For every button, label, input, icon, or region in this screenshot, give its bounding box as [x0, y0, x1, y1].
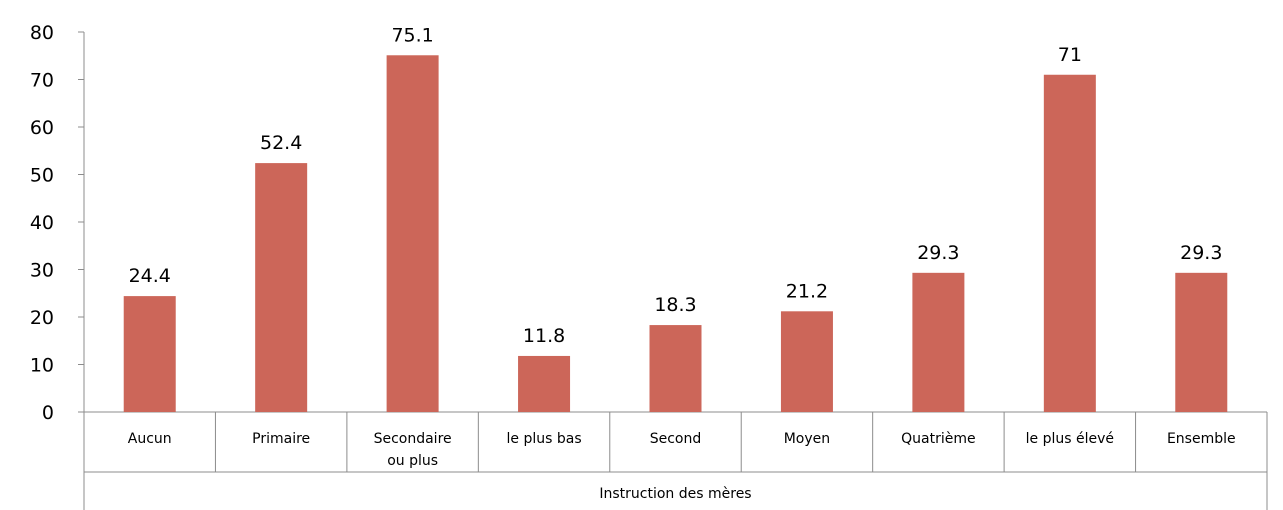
category-label: Quatrième — [901, 431, 975, 447]
category-label: Ensemble — [1167, 431, 1236, 447]
data-label: 52.4 — [260, 132, 302, 154]
bar — [1175, 272, 1228, 412]
bar — [123, 296, 176, 412]
category-label: Primaire — [252, 431, 310, 447]
y-tick-label: 50 — [30, 165, 54, 187]
data-label: 71 — [1058, 44, 1082, 66]
bar — [518, 355, 571, 412]
bar — [649, 325, 702, 412]
data-label: 18.3 — [654, 294, 696, 316]
y-tick-label: 40 — [30, 212, 54, 234]
y-tick-label: 0 — [42, 402, 54, 424]
y-tick-label: 20 — [30, 307, 54, 329]
data-label: 75.1 — [391, 24, 433, 46]
bar — [1043, 74, 1096, 412]
category-label: Aucun — [128, 431, 172, 447]
bars — [123, 55, 1228, 413]
y-tick-label: 30 — [30, 260, 54, 282]
category-label: le plus élevé — [1026, 431, 1114, 447]
y-axis: 0 10 20 30 40 50 60 70 80 — [30, 22, 85, 424]
bar — [780, 311, 833, 412]
category-group-label: Instruction des mères — [599, 486, 751, 502]
data-label: 11.8 — [523, 325, 565, 347]
y-tick-label: 60 — [30, 117, 54, 139]
bar — [386, 55, 439, 413]
category-label: Second — [650, 431, 702, 447]
category-label: Moyen — [784, 431, 830, 447]
y-tick-label: 10 — [30, 355, 54, 377]
data-label: 21.2 — [786, 280, 828, 302]
data-label: 29.3 — [1180, 242, 1222, 264]
category-label: Secondaire ou plus — [374, 431, 452, 469]
bar — [255, 163, 308, 412]
data-label: 29.3 — [917, 242, 959, 264]
y-tick-label: 80 — [30, 22, 54, 44]
data-labels: 24.4 52.4 75.1 11.8 18.3 21.2 29.3 71 29.3 — [129, 24, 1223, 347]
category-labels: Aucun Primaire Secondaire ou plus le plus ba… — [128, 431, 1236, 469]
bar — [912, 272, 965, 412]
category-label: le plus bas — [507, 431, 582, 447]
data-label: 24.4 — [129, 265, 171, 287]
y-tick-label: 70 — [30, 70, 54, 92]
